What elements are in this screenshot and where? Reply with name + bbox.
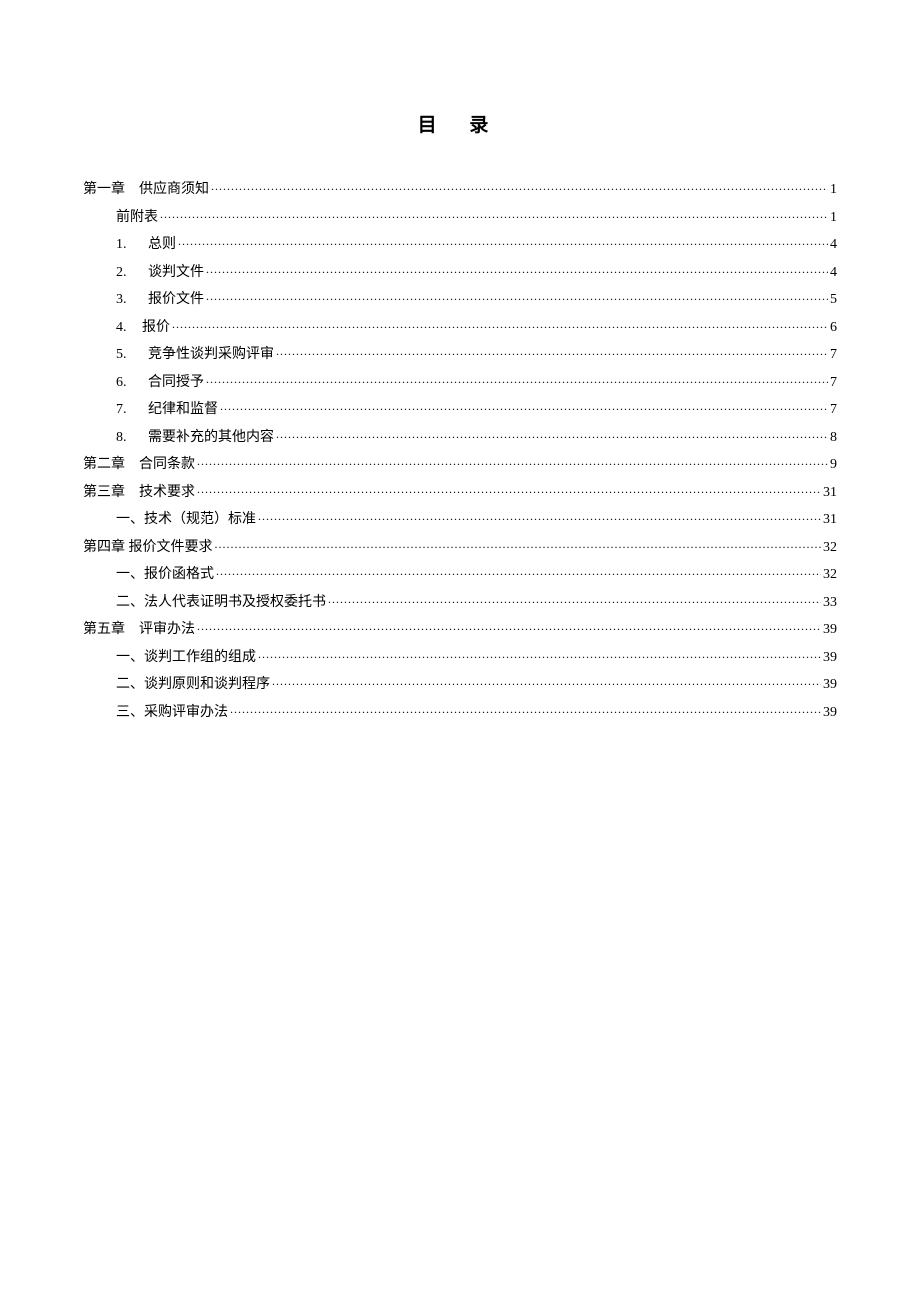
toc-entry-page: 5 bbox=[828, 293, 837, 307]
toc-leader-dots bbox=[160, 207, 828, 221]
toc-entry-page: 8 bbox=[828, 431, 837, 445]
toc-entry: 一、报价函格式 32 bbox=[83, 564, 837, 582]
toc-entry: 2.谈判文件 4 bbox=[83, 262, 837, 280]
toc-entry-page: 9 bbox=[828, 458, 837, 472]
toc-leader-dots bbox=[328, 592, 821, 606]
table-of-contents: 第一章 供应商须知 1 前附表 1 1.总则 4 2.谈判文件 4 3.报价文件 5 4.报价 6 5.… bbox=[83, 179, 837, 720]
toc-entry-label: 二、谈判原则和谈判程序 bbox=[116, 678, 272, 692]
toc-leader-dots bbox=[220, 399, 828, 413]
toc-entry: 5.竞争性谈判采购评审 7 bbox=[83, 344, 837, 362]
toc-entry-label: 一、技术（规范）标准 bbox=[116, 513, 258, 527]
toc-leader-dots bbox=[197, 482, 821, 496]
toc-leader-dots bbox=[258, 509, 821, 523]
toc-entry-label: 6.合同授予 bbox=[116, 376, 206, 390]
toc-entry: 第三章 技术要求 31 bbox=[83, 482, 837, 500]
toc-entry-number: 3. bbox=[116, 293, 134, 307]
toc-leader-dots bbox=[230, 702, 821, 716]
toc-entry-label: 一、谈判工作组的组成 bbox=[116, 651, 258, 665]
toc-entry: 三、采购评审办法 39 bbox=[83, 702, 837, 720]
toc-entry: 8.需要补充的其他内容 8 bbox=[83, 427, 837, 445]
toc-entry-page: 1 bbox=[828, 211, 837, 225]
toc-entry-page: 32 bbox=[821, 541, 837, 555]
toc-leader-dots bbox=[206, 262, 828, 276]
toc-entry-page: 4 bbox=[828, 238, 837, 252]
toc-entry-label: 第五章 评审办法 bbox=[83, 623, 197, 637]
toc-entry: 第二章 合同条款 9 bbox=[83, 454, 837, 472]
toc-entry-number: 8. bbox=[116, 431, 134, 445]
toc-entry-label: 第二章 合同条款 bbox=[83, 458, 197, 472]
toc-entry-label: 第四章 报价文件要求 bbox=[83, 541, 215, 555]
toc-entry-page: 31 bbox=[821, 513, 837, 527]
toc-entry: 第五章 评审办法 39 bbox=[83, 619, 837, 637]
toc-entry-label: 三、采购评审办法 bbox=[116, 706, 230, 720]
toc-entry: 第一章 供应商须知 1 bbox=[83, 179, 837, 197]
toc-entry-label: 二、法人代表证明书及授权委托书 bbox=[116, 596, 328, 610]
toc-entry: 第四章 报价文件要求 32 bbox=[83, 537, 837, 555]
toc-entry-page: 7 bbox=[828, 376, 837, 390]
toc-leader-dots bbox=[172, 317, 828, 331]
toc-entry-label: 8.需要补充的其他内容 bbox=[116, 431, 276, 445]
toc-entry: 二、谈判原则和谈判程序 39 bbox=[83, 674, 837, 692]
toc-entry-page: 39 bbox=[821, 678, 837, 692]
document-page: 目 录 第一章 供应商须知 1 前附表 1 1.总则 4 2.谈判文件 4 3.报价文件 5 4.报… bbox=[0, 0, 920, 720]
toc-entry: 3.报价文件 5 bbox=[83, 289, 837, 307]
toc-leader-dots bbox=[178, 234, 828, 248]
toc-entry: 6.合同授予 7 bbox=[83, 372, 837, 390]
toc-entry-label: 前附表 bbox=[116, 211, 160, 225]
toc-entry-page: 39 bbox=[821, 623, 837, 637]
toc-leader-dots bbox=[272, 674, 821, 688]
toc-entry-number: 6. bbox=[116, 376, 134, 390]
toc-entry-label: 4.报价 bbox=[116, 321, 172, 335]
toc-entry-page: 7 bbox=[828, 403, 837, 417]
toc-entry: 一、技术（规范）标准 31 bbox=[83, 509, 837, 527]
toc-entry: 7.纪律和监督 7 bbox=[83, 399, 837, 417]
toc-entry-page: 7 bbox=[828, 348, 837, 362]
toc-title: 目 录 bbox=[83, 110, 837, 137]
toc-entry: 前附表 1 bbox=[83, 207, 837, 225]
toc-leader-dots bbox=[211, 179, 828, 193]
toc-entry-page: 39 bbox=[821, 706, 837, 720]
toc-leader-dots bbox=[197, 619, 821, 633]
toc-leader-dots bbox=[216, 564, 821, 578]
toc-leader-dots bbox=[215, 537, 822, 551]
toc-entry-page: 39 bbox=[821, 651, 837, 665]
toc-entry: 一、谈判工作组的组成 39 bbox=[83, 647, 837, 665]
toc-entry-number: 2. bbox=[116, 266, 134, 280]
toc-entry-label: 5.竞争性谈判采购评审 bbox=[116, 348, 276, 362]
toc-leader-dots bbox=[276, 427, 828, 441]
toc-entry-page: 1 bbox=[828, 183, 837, 197]
toc-entry-label: 2.谈判文件 bbox=[116, 266, 206, 280]
toc-entry-label: 第一章 供应商须知 bbox=[83, 183, 211, 197]
toc-entry-page: 33 bbox=[821, 596, 837, 610]
toc-leader-dots bbox=[206, 372, 828, 386]
toc-entry: 二、法人代表证明书及授权委托书 33 bbox=[83, 592, 837, 610]
toc-entry-label: 一、报价函格式 bbox=[116, 568, 216, 582]
toc-entry: 1.总则 4 bbox=[83, 234, 837, 252]
toc-entry-number: 7. bbox=[116, 403, 134, 417]
toc-leader-dots bbox=[276, 344, 828, 358]
toc-entry-label: 7.纪律和监督 bbox=[116, 403, 220, 417]
toc-entry-page: 32 bbox=[821, 568, 837, 582]
toc-entry: 4.报价 6 bbox=[83, 317, 837, 335]
toc-entry-page: 31 bbox=[821, 486, 837, 500]
toc-leader-dots bbox=[258, 647, 821, 661]
toc-entry-number: 1. bbox=[116, 238, 134, 252]
toc-entry-number: 5. bbox=[116, 348, 134, 362]
toc-entry-number: 4. bbox=[116, 321, 134, 335]
toc-leader-dots bbox=[206, 289, 828, 303]
toc-entry-label: 3.报价文件 bbox=[116, 293, 206, 307]
toc-entry-page: 4 bbox=[828, 266, 837, 280]
toc-entry-label: 1.总则 bbox=[116, 238, 178, 252]
toc-entry-label: 第三章 技术要求 bbox=[83, 486, 197, 500]
toc-leader-dots bbox=[197, 454, 828, 468]
toc-entry-page: 6 bbox=[828, 321, 837, 335]
